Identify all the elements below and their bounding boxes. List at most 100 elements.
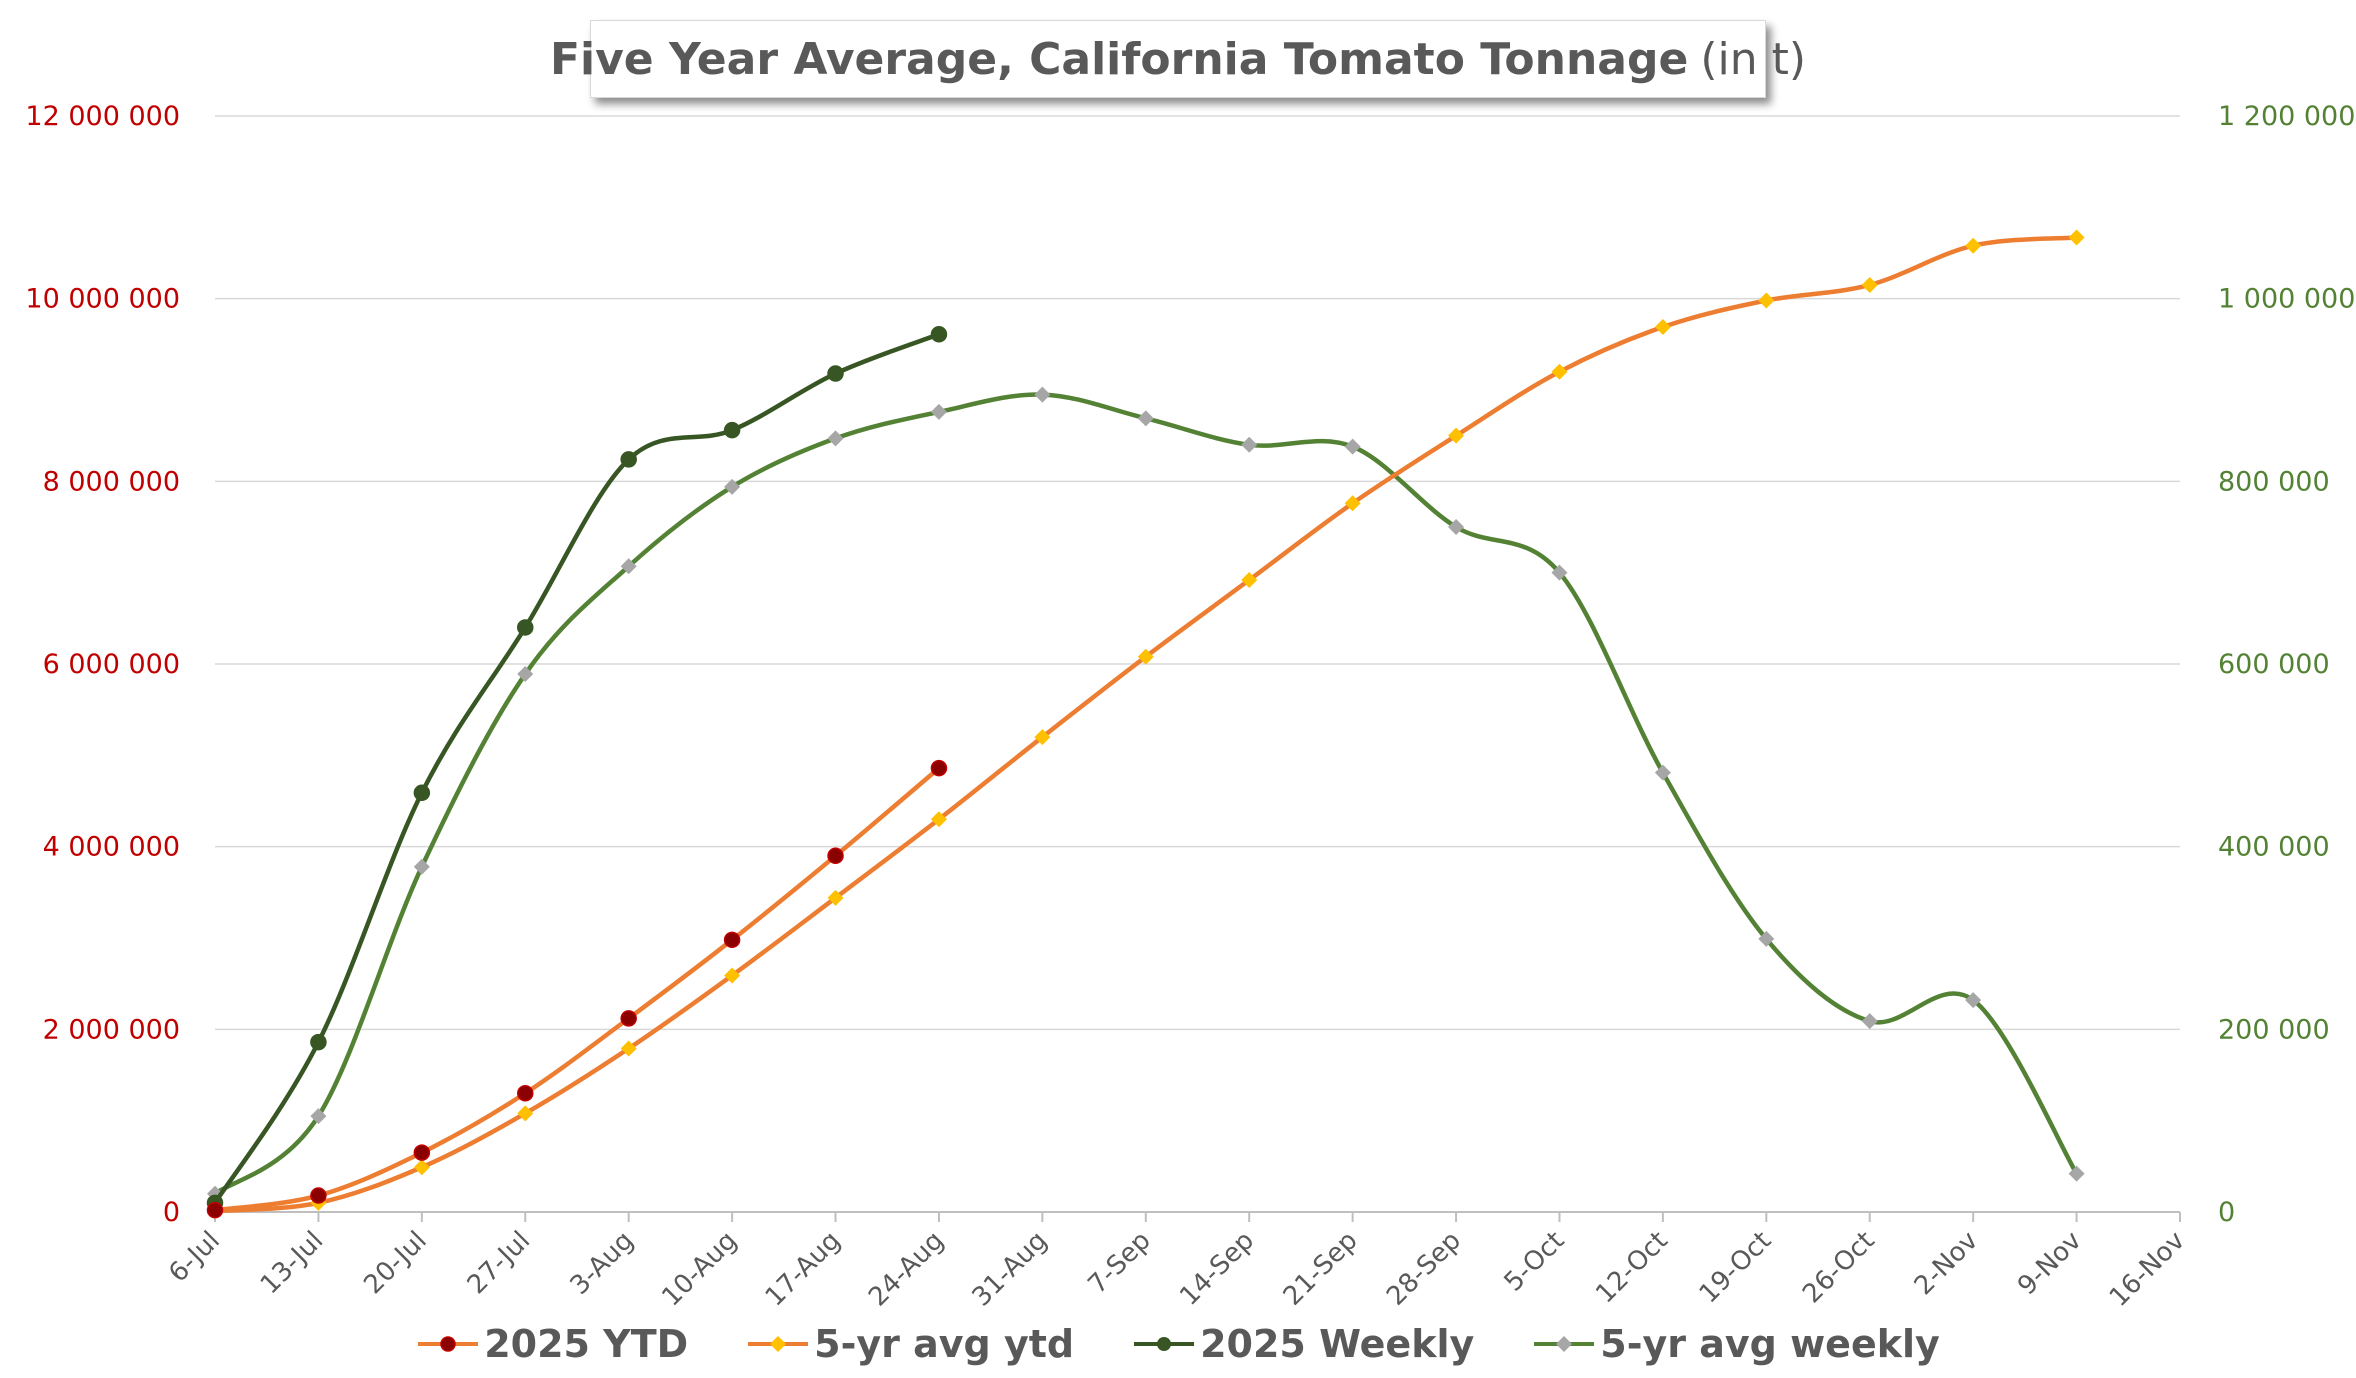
data-point	[1448, 427, 1465, 444]
data-point	[1448, 519, 1465, 535]
data-point	[413, 1159, 430, 1176]
legend-label: 5-yr avg weekly	[1600, 1322, 1940, 1366]
data-point	[1758, 292, 1775, 309]
data-point	[517, 619, 534, 636]
data-point	[1137, 410, 1154, 427]
plot-area	[206, 229, 2085, 1220]
data-point	[517, 666, 534, 683]
data-point	[1344, 438, 1361, 455]
data-point	[1137, 648, 1154, 665]
left-y-tick-label: 12 000 000	[25, 101, 180, 132]
series-2025-weekly	[206, 326, 948, 1212]
data-point	[310, 1033, 327, 1051]
data-point	[1654, 764, 1671, 781]
data-point	[930, 403, 947, 420]
series-5-yr-avg-ytd	[207, 229, 2085, 1220]
right-y-axis-ticks: 0 200 000 400 000 600 000 800 000 1 000 000 1 …	[2218, 101, 2355, 1228]
data-point	[2068, 1165, 2085, 1182]
x-tick-label: 19-Oct	[1694, 1226, 1778, 1310]
data-point	[1034, 386, 1051, 403]
legend-swatch-5yr-avg-weekly	[1534, 1336, 1595, 1352]
legend-item-5yr-avg-weekly[interactable]: 5-yr avg weekly	[1532, 1322, 1940, 1366]
x-tick-label: 20-Jul	[358, 1226, 432, 1300]
gridlines	[215, 115, 2180, 1031]
data-point	[413, 1144, 431, 1161]
chart-title-unit: (in t)	[1700, 33, 1807, 85]
data-point	[827, 430, 844, 447]
data-point	[1034, 729, 1051, 746]
data-point	[723, 931, 741, 949]
data-point	[1344, 495, 1361, 512]
x-tick-label: 24-Aug	[863, 1226, 950, 1313]
data-point	[1861, 276, 1878, 293]
x-tick-label: 27-Jul	[462, 1226, 536, 1300]
left-y-tick-label: 2 000 000	[43, 1014, 180, 1045]
data-point	[310, 1187, 327, 1204]
legend-item-5yr-avg-ytd[interactable]: 5-yr avg ytd	[746, 1322, 1074, 1366]
x-tick-label: 14-Sep	[1174, 1226, 1260, 1312]
x-tick-label: 6-Jul	[163, 1226, 226, 1289]
data-point	[1861, 1013, 1878, 1030]
data-point	[1758, 930, 1775, 947]
left-y-tick-label: 8 000 000	[43, 466, 180, 497]
legend-item-2025-weekly[interactable]: 2025 Weekly	[1132, 1322, 1474, 1366]
data-point	[620, 1010, 637, 1027]
data-point	[930, 811, 947, 828]
data-point	[724, 478, 741, 495]
series-line	[212, 765, 942, 1213]
data-point	[1965, 992, 1982, 1009]
legend: 2025 YTD 5-yr avg ytd 2025 Weekly 5-yr a…	[0, 1316, 2356, 1372]
data-point	[724, 967, 741, 984]
data-point	[206, 1201, 224, 1219]
data-point	[1241, 436, 1258, 453]
right-y-tick-label: 0	[2218, 1197, 2235, 1228]
chart-title: Five Year Average, California Tomato Ton…	[549, 33, 1689, 85]
x-tick-label: 9-Nov	[2012, 1226, 2087, 1301]
right-y-tick-label: 1 200 000	[2218, 101, 2355, 132]
legend-item-2025-ytd[interactable]: 2025 YTD	[416, 1322, 688, 1366]
data-point	[413, 858, 430, 875]
data-point	[1551, 363, 1568, 380]
data-point	[1241, 571, 1258, 588]
legend-label: 2025 YTD	[484, 1322, 689, 1366]
data-point	[930, 326, 948, 343]
chart-title-box: Five Year Average, California Tomato Ton…	[550, 20, 1806, 98]
data-point	[2068, 229, 2085, 246]
legend-label: 2025 Weekly	[1200, 1322, 1475, 1366]
x-axis-ticks: 6-Jul 13-Jul 20-Jul 27-Jul 3-Aug 10-Aug 17-Aug…	[163, 1226, 2191, 1313]
x-tick-label: 26-Oct	[1797, 1226, 1881, 1310]
right-y-tick-label: 600 000	[2218, 649, 2330, 680]
data-point	[1551, 564, 1568, 581]
x-tick-label: 28-Sep	[1381, 1226, 1467, 1312]
data-point	[517, 1105, 534, 1122]
series-5-yr-avg-weekly	[207, 386, 2085, 1202]
data-point	[827, 847, 844, 865]
right-y-tick-label: 1 000 000	[2218, 284, 2355, 315]
axes	[214, 1211, 2181, 1222]
right-y-tick-label: 400 000	[2218, 832, 2330, 863]
x-tick-label: 21-Sep	[1278, 1226, 1364, 1312]
right-y-tick-label: 200 000	[2218, 1014, 2330, 1045]
x-tick-label: 7-Sep	[1083, 1226, 1157, 1300]
legend-swatch-2025-ytd	[418, 1336, 479, 1352]
x-tick-label: 17-Aug	[760, 1226, 847, 1313]
x-tick-label: 10-Aug	[656, 1226, 743, 1313]
x-tick-label: 3-Aug	[565, 1226, 640, 1301]
data-point	[620, 1040, 637, 1057]
series-line	[212, 392, 2079, 1196]
x-tick-label: 13-Jul	[255, 1226, 329, 1300]
x-tick-label: 2-Nov	[1909, 1226, 1984, 1301]
data-point	[1965, 237, 1982, 254]
x-tick-label: 12-Oct	[1590, 1226, 1674, 1310]
left-y-axis-ticks: 0 2 000 000 4 000 000 6 000 000 8 000 000 10 …	[25, 101, 180, 1228]
legend-swatch-5yr-avg-ytd	[748, 1336, 809, 1352]
series-line	[212, 332, 942, 1206]
right-y-tick-label: 800 000	[2218, 466, 2330, 497]
series-2025-ytd	[206, 759, 948, 1219]
data-point	[413, 784, 431, 802]
x-tick-label: 31-Aug	[967, 1226, 1054, 1313]
x-tick-label: 5-Oct	[1499, 1226, 1571, 1298]
legend-label: 5-yr avg ytd	[814, 1322, 1075, 1366]
left-y-tick-label: 4 000 000	[43, 832, 180, 863]
